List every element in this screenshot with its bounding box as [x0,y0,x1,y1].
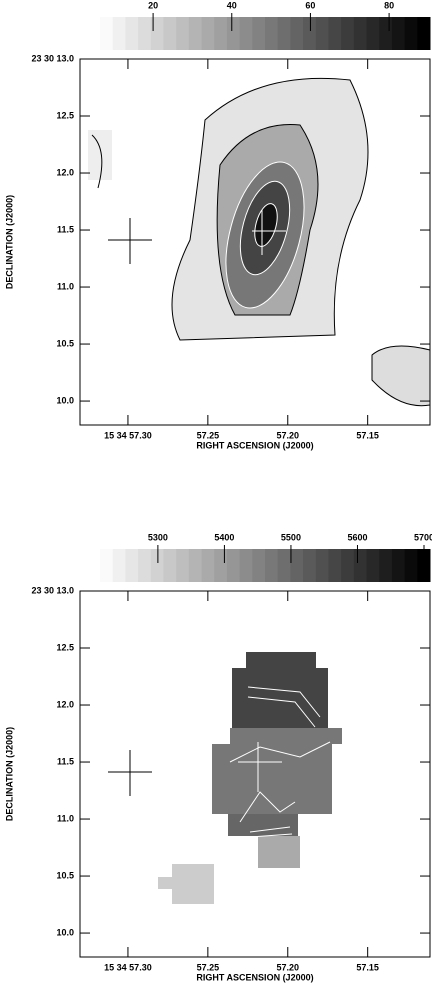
colorbar-cell [290,17,304,50]
colorbar-cell [328,17,342,50]
colorbar-cell [353,17,368,50]
colorbar-cell [404,549,418,582]
colorbar-cell [341,17,355,50]
y-tick-label: 11.0 [57,281,74,291]
colorbar-cell [176,17,190,50]
colorbar-cell [379,549,393,582]
plot-frame [79,590,431,958]
colorbar-cell [176,549,190,582]
colorbar-cell [214,17,228,50]
x-axis-label: RIGHT ASCENSION (J2000) [196,972,313,982]
colorbar-tick-label: 80 [384,0,394,10]
colorbar-cell [277,17,291,50]
colorbar-cell [100,549,114,582]
plot-frame [79,58,431,426]
colorbar-cell [328,549,342,582]
colorbar-cell [163,549,177,582]
y-axis-label: DECLINATION (J2000) [4,727,14,821]
colorbar-cell [138,17,152,50]
y-tick-label: 12.5 [56,642,74,652]
colorbar-cell [252,17,266,50]
colorbar-cell [391,549,406,582]
colorbar-cell [188,549,203,582]
colorbar-tick-label: 5400 [214,532,234,542]
colorbar-cell [163,17,177,50]
colorbar-cell [303,17,317,50]
y-tick-label: 12.5 [56,110,74,120]
y-tick-label: 10.0 [56,395,74,405]
colorbar-cell [315,17,329,50]
x-tick-label: 57.15 [356,962,379,972]
colorbar-cell [277,549,291,582]
y-tick-label: 12.0 [56,167,74,177]
colorbar-tick-label: 5500 [281,532,301,542]
colorbar-cell [125,549,139,582]
colorbar-cell [315,549,329,582]
colorbar-cell [226,549,241,582]
colorbar-cell [379,17,393,50]
colorbar-cell [100,17,114,50]
colorbar-tick-label: 40 [227,0,237,10]
colorbar-cell [366,17,380,50]
colorbar-cell [138,549,152,582]
y-tick-label: 10.5 [56,338,74,348]
y-axis-label: DECLINATION (J2000) [4,195,14,289]
y-tick-label: 12.0 [56,699,74,709]
velocity-map [108,652,342,904]
intensity-map [88,77,431,407]
colorbar-cell [112,549,126,582]
colorbar-cell [366,549,380,582]
colorbar-cell [290,549,304,582]
colorbar-cell [226,17,241,50]
colorbar-cell [303,549,317,582]
colorbar-cell [201,17,215,50]
x-tick-label: 15 34 57.30 [104,962,152,972]
colorbar-cell [112,17,126,50]
colorbar-cell [188,17,203,50]
colorbar-cell [341,549,355,582]
colorbar-cell [150,549,164,582]
x-tick-label: 15 34 57.30 [104,430,152,440]
x-tick-label: 57.20 [276,430,299,440]
y-tick-label: 11.0 [57,813,74,823]
colorbar-cell [265,549,279,582]
colorbar-cell [265,17,279,50]
x-axis-label: RIGHT ASCENSION (J2000) [196,440,313,450]
colorbar-cell [391,17,406,50]
colorbar-tick-label: 60 [305,0,315,10]
colorbar-cell [417,17,431,50]
colorbar-tick-label: 20 [148,0,158,10]
panel: 20 40 60 80 15 34 57.30 57.25 57.20 57.15 23 30 … [4,0,431,450]
x-tick-label: 57.15 [356,430,379,440]
colorbar-tick-label: 5700 [414,532,432,542]
y-tick-label: 23 30 13.0 [31,585,74,595]
colorbar-tick-label: 5600 [347,532,367,542]
x-tick-label: 57.20 [276,962,299,972]
y-tick-label: 11.5 [57,756,74,766]
y-tick-label: 23 30 13.0 [31,53,74,63]
panel: 5300 5400 5500 5600 5700 15 34 57.30 57.25 57.2… [4,532,432,982]
colorbar-cell [150,17,164,50]
colorbar-cell [252,549,266,582]
colorbar-cell [404,17,418,50]
colorbar-cell [417,549,431,582]
colorbar-cell [201,549,215,582]
colorbar-cell [214,549,228,582]
colorbar-cell [239,17,253,50]
x-tick-label: 57.25 [197,962,220,972]
colorbar-cell [353,549,368,582]
colorbar-cell [239,549,253,582]
x-tick-label: 57.25 [197,430,220,440]
colorbar-cell [125,17,139,50]
colorbar-tick-label: 5300 [148,532,168,542]
y-tick-label: 10.5 [56,870,74,880]
y-tick-label: 11.5 [57,224,74,234]
y-tick-label: 10.0 [56,927,74,937]
